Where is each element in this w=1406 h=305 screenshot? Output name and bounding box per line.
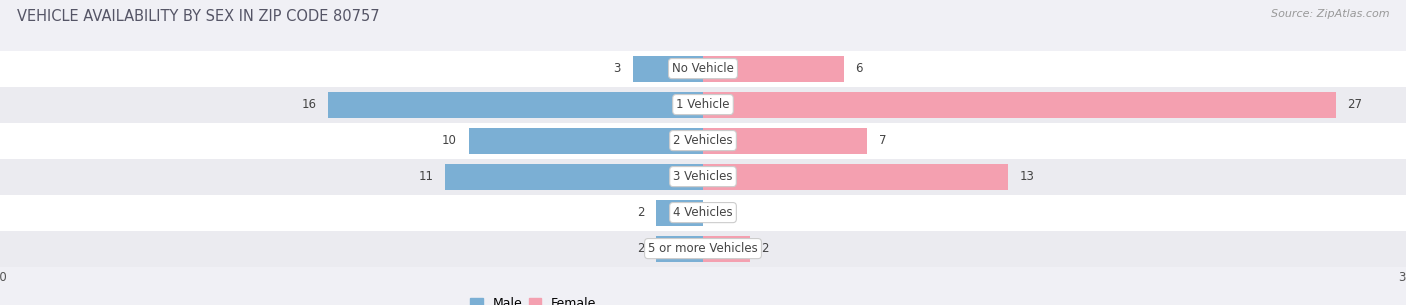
Bar bbox=[703, 92, 1336, 117]
Text: Source: ZipAtlas.com: Source: ZipAtlas.com bbox=[1271, 9, 1389, 19]
Text: 3: 3 bbox=[613, 62, 621, 75]
Legend: Male, Female: Male, Female bbox=[470, 297, 596, 305]
Text: 2: 2 bbox=[637, 242, 644, 255]
Bar bbox=[657, 200, 703, 226]
Bar bbox=[0, 231, 1406, 267]
Bar bbox=[468, 127, 703, 153]
Text: 2: 2 bbox=[637, 206, 644, 219]
Bar bbox=[328, 92, 703, 117]
Bar bbox=[703, 164, 1008, 190]
Bar bbox=[0, 51, 1406, 87]
Text: 16: 16 bbox=[301, 98, 316, 111]
Text: 13: 13 bbox=[1019, 170, 1035, 183]
Bar bbox=[703, 236, 749, 262]
Text: 7: 7 bbox=[879, 134, 886, 147]
Bar bbox=[0, 159, 1406, 195]
Text: VEHICLE AVAILABILITY BY SEX IN ZIP CODE 80757: VEHICLE AVAILABILITY BY SEX IN ZIP CODE … bbox=[17, 9, 380, 24]
Text: 10: 10 bbox=[441, 134, 457, 147]
Text: 4 Vehicles: 4 Vehicles bbox=[673, 206, 733, 219]
Bar bbox=[633, 56, 703, 81]
Bar bbox=[0, 87, 1406, 123]
Text: 11: 11 bbox=[419, 170, 433, 183]
Text: 5 or more Vehicles: 5 or more Vehicles bbox=[648, 242, 758, 255]
Text: 0: 0 bbox=[714, 206, 723, 219]
Bar bbox=[703, 56, 844, 81]
Text: 2: 2 bbox=[762, 242, 769, 255]
Bar bbox=[657, 236, 703, 262]
Text: 3 Vehicles: 3 Vehicles bbox=[673, 170, 733, 183]
Text: No Vehicle: No Vehicle bbox=[672, 62, 734, 75]
Bar bbox=[446, 164, 703, 190]
Text: 2 Vehicles: 2 Vehicles bbox=[673, 134, 733, 147]
Bar bbox=[0, 195, 1406, 231]
Text: 6: 6 bbox=[855, 62, 863, 75]
Text: 1 Vehicle: 1 Vehicle bbox=[676, 98, 730, 111]
Text: 27: 27 bbox=[1347, 98, 1362, 111]
Bar bbox=[703, 127, 868, 153]
Bar bbox=[0, 123, 1406, 159]
